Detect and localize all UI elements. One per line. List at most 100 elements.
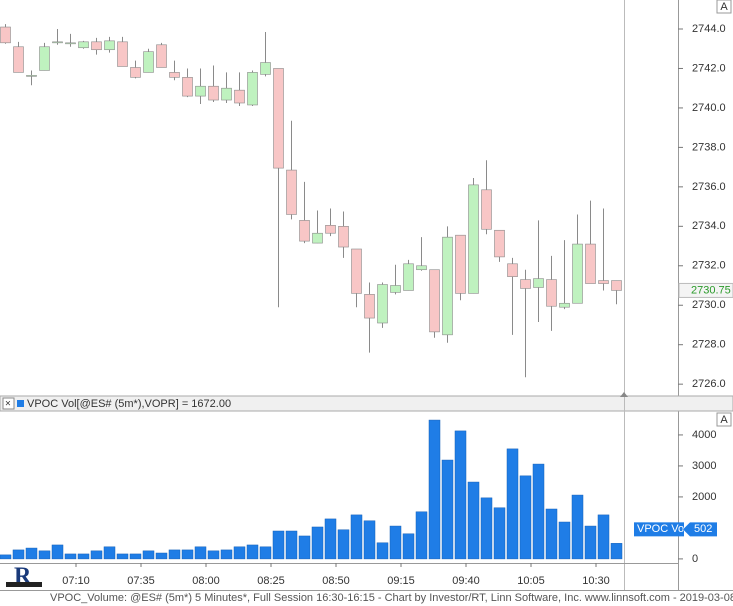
candle-body xyxy=(533,278,544,288)
candle-body xyxy=(572,243,583,304)
volume-bar xyxy=(272,530,285,560)
last-price-label: 2730.75 xyxy=(691,284,731,296)
logo-bar xyxy=(6,582,42,587)
last-price-box xyxy=(678,282,733,298)
volume-bar xyxy=(506,448,519,560)
volume-bar xyxy=(597,514,610,560)
candle-body xyxy=(156,44,167,68)
candle-body xyxy=(26,75,37,77)
value-tag-bg xyxy=(683,522,717,537)
candle-body xyxy=(260,62,271,75)
candle-body xyxy=(403,263,414,291)
logo-bg xyxy=(10,566,40,586)
candle-body xyxy=(91,41,102,51)
x-tick-label: 10:05 xyxy=(517,575,545,587)
candle-body xyxy=(494,229,505,258)
candle-body xyxy=(442,236,453,336)
volume-bar xyxy=(584,525,597,560)
candle-body xyxy=(0,26,11,44)
candle-body xyxy=(416,265,427,271)
volume-bar xyxy=(285,530,298,560)
candle-body xyxy=(78,41,89,49)
x-tick-label: 09:40 xyxy=(452,575,480,587)
volume-bar xyxy=(207,550,220,560)
candle-body xyxy=(130,67,141,78)
candle-body xyxy=(559,302,570,308)
candle-body xyxy=(221,87,232,101)
candle-body xyxy=(312,232,323,244)
y-tick-label: 2726.0 xyxy=(692,378,726,390)
candle-body xyxy=(299,220,310,242)
scale-button[interactable] xyxy=(716,0,732,14)
y-tick-label: 2736.0 xyxy=(692,181,726,193)
volume-bar xyxy=(428,419,441,560)
volume-bar xyxy=(116,553,129,560)
candle-body xyxy=(429,269,440,333)
volume-bar xyxy=(129,553,142,560)
volume-bar xyxy=(571,494,584,560)
candle-body xyxy=(377,284,388,324)
volume-bar xyxy=(259,546,272,560)
x-tick-label: 08:50 xyxy=(322,575,350,587)
scale-button[interactable] xyxy=(716,412,732,427)
volume-bar xyxy=(38,550,51,560)
candle-body xyxy=(611,280,622,291)
candle-body xyxy=(247,72,258,106)
series-tag xyxy=(634,522,684,537)
candle-body xyxy=(390,285,401,293)
volume-bar xyxy=(454,430,467,560)
candle-body xyxy=(585,243,596,284)
candle-body xyxy=(468,184,479,294)
y-tick-label: 2000 xyxy=(692,491,716,503)
volume-bar xyxy=(441,459,454,560)
y-tick-label: 2740.0 xyxy=(692,102,726,114)
value-label: 502 xyxy=(694,523,712,535)
candle-body xyxy=(169,72,180,78)
logo: R xyxy=(6,564,42,590)
volume-bar xyxy=(142,550,155,560)
volume-bar xyxy=(64,553,77,560)
volume-bar xyxy=(337,529,350,560)
volume-bar xyxy=(220,549,233,560)
candle-body xyxy=(13,46,24,73)
y-tick-label: 3000 xyxy=(692,460,716,472)
volume-bar xyxy=(12,549,25,560)
candle-body xyxy=(351,248,362,294)
candle-body xyxy=(273,68,284,169)
x-tick-label: 08:00 xyxy=(192,575,220,587)
volume-bar xyxy=(467,481,480,560)
y-tick-label: 2734.0 xyxy=(692,220,726,232)
volume-bar xyxy=(77,553,90,560)
y-tick-label: 2744.0 xyxy=(692,23,726,35)
volume-bar xyxy=(298,535,311,560)
candle-body xyxy=(104,40,115,51)
volume-bar xyxy=(532,463,545,560)
series-name: VPOC Vol xyxy=(637,523,687,535)
candle-body xyxy=(481,189,492,230)
volume-bar xyxy=(558,521,571,560)
candle-body xyxy=(598,280,609,284)
x-tick-label: 10:30 xyxy=(582,575,610,587)
candle-body xyxy=(195,85,206,97)
close-button[interactable] xyxy=(2,397,15,410)
x-tick-label: 08:25 xyxy=(257,575,285,587)
candle-body xyxy=(143,51,154,73)
volume-bar xyxy=(155,552,168,560)
candle-body xyxy=(546,279,557,307)
candle-body xyxy=(208,85,219,101)
candle-body xyxy=(65,42,76,45)
candle-body xyxy=(39,46,50,71)
volume-bar xyxy=(389,525,402,560)
volume-bar xyxy=(376,542,389,560)
candle-body xyxy=(325,225,336,234)
volume-bar xyxy=(363,520,376,560)
volume-bar xyxy=(324,518,337,560)
candle-body xyxy=(507,263,518,277)
volume-bar xyxy=(610,543,623,560)
volume-bar xyxy=(545,508,558,560)
volume-bar xyxy=(181,549,194,560)
volume-bar xyxy=(168,549,181,560)
volume-bar xyxy=(90,550,103,560)
volume-bar xyxy=(51,544,64,560)
